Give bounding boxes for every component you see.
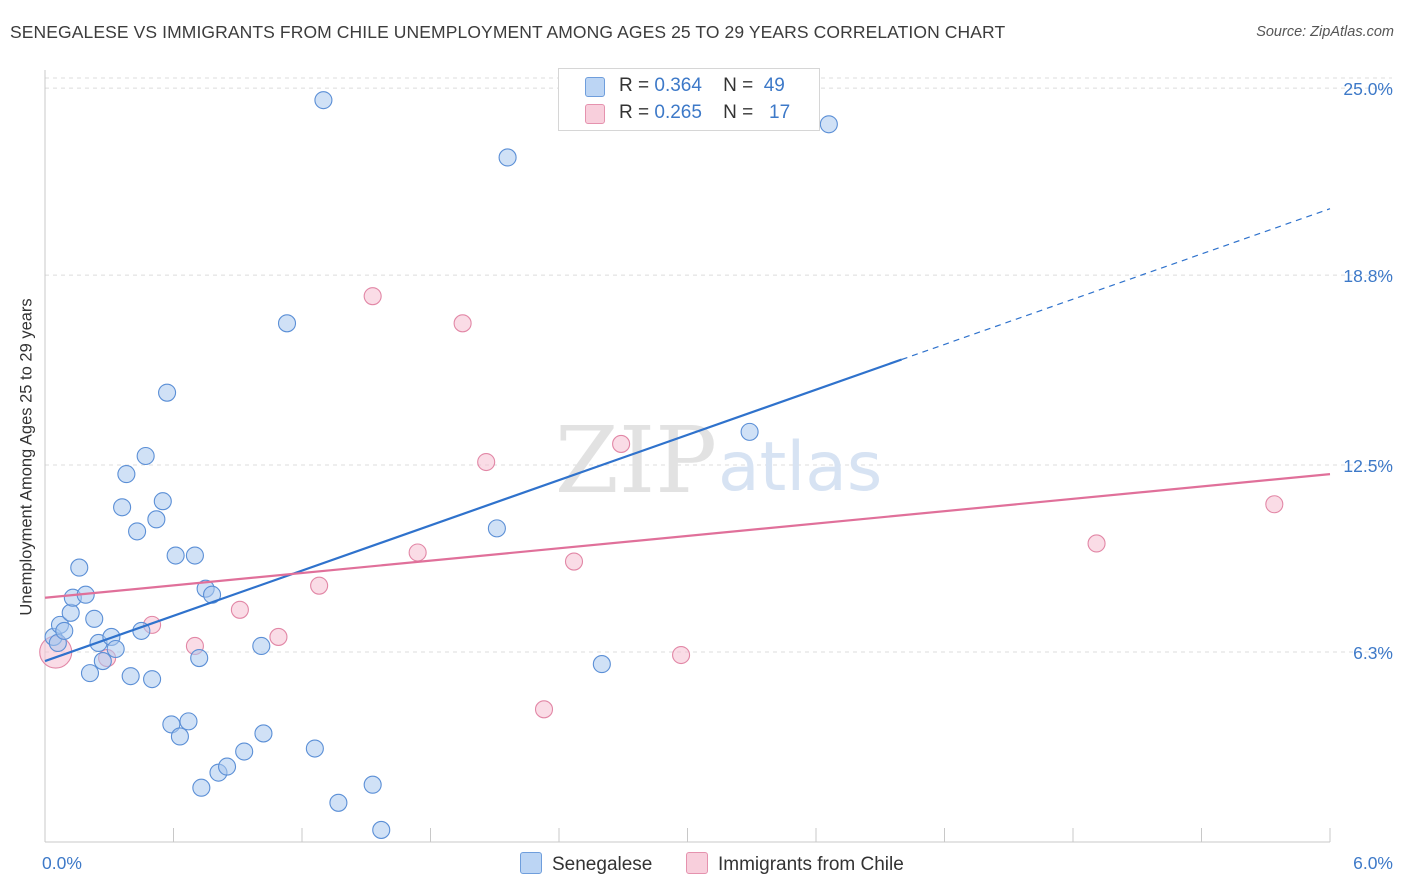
data-point-senegalese xyxy=(314,91,333,110)
watermark-zip: ZIP xyxy=(555,407,717,514)
chart-title: SENEGALESE VS IMMIGRANTS FROM CHILE UNEM… xyxy=(10,22,1006,42)
source-credit: Source: ZipAtlas.com xyxy=(1256,24,1394,40)
axes xyxy=(44,70,1331,843)
y-tick-label: 12.5% xyxy=(1343,456,1393,476)
trend-line-senegalese-extension xyxy=(901,208,1331,361)
data-point-chile xyxy=(564,552,584,571)
data-point-senegalese xyxy=(329,793,348,812)
data-point-senegalese xyxy=(190,648,209,668)
data-point-senegalese xyxy=(592,655,611,674)
r-value: 0.364 xyxy=(654,75,702,96)
data-point-senegalese xyxy=(61,603,80,622)
data-point-senegalese xyxy=(252,636,271,656)
data-point-chile xyxy=(477,452,496,472)
data-point-senegalese xyxy=(70,558,89,577)
legend-label: Senegalese xyxy=(552,854,653,875)
data-point-senegalese xyxy=(143,670,162,689)
correlation-legend: R = 0.364 N = 49 R = 0.265 N = 17 xyxy=(558,68,820,131)
n-value: 49 xyxy=(763,75,785,96)
x-tick-label: 6.0% xyxy=(1353,853,1393,873)
trend-line-chile xyxy=(44,472,1331,599)
legend-swatch-pink xyxy=(585,104,605,124)
data-point-senegalese xyxy=(113,498,132,517)
y-tick-label: 18.8% xyxy=(1343,266,1393,286)
legend-label: Immigrants from Chile xyxy=(718,854,904,875)
data-point-senegalese xyxy=(166,546,185,565)
data-point-senegalese xyxy=(117,465,136,484)
y-tick-label: 25.0% xyxy=(1343,79,1393,99)
data-point-senegalese xyxy=(106,639,125,659)
data-point-senegalese xyxy=(363,775,382,794)
data-point-senegalese xyxy=(55,621,74,640)
data-point-senegalese xyxy=(170,727,189,746)
legend-text: R = 0.265 N = 17 xyxy=(619,102,790,124)
data-point-senegalese xyxy=(80,664,100,683)
data-point-chile xyxy=(453,314,472,333)
gridlines xyxy=(45,77,1392,653)
legend-swatch-blue xyxy=(585,77,605,97)
data-point-chile xyxy=(1087,534,1106,553)
data-point-senegalese xyxy=(93,652,112,671)
data-point-chile xyxy=(612,434,631,453)
data-point-senegalese xyxy=(185,546,204,565)
n-label: N = xyxy=(723,75,754,96)
data-point-senegalese xyxy=(498,148,517,167)
n-value: 17 xyxy=(769,102,791,123)
trend-line-senegalese xyxy=(44,358,903,663)
y-tick-label: 6.3% xyxy=(1353,643,1393,663)
data-point-chile xyxy=(230,600,249,619)
data-point-chile xyxy=(1265,495,1284,514)
data-point-chile xyxy=(534,700,554,719)
legend-text: R = 0.364 N = 49 xyxy=(619,75,785,97)
data-point-senegalese xyxy=(277,314,297,333)
data-point-senegalese xyxy=(192,778,211,797)
data-point-senegalese xyxy=(305,739,324,758)
bottom-legend-chile: Immigrants from Chile xyxy=(686,852,904,876)
data-point-senegalese xyxy=(158,383,177,402)
data-point-senegalese xyxy=(153,492,172,511)
data-point-senegalese xyxy=(740,422,759,441)
r-label: R = xyxy=(619,102,650,123)
series-senegalese xyxy=(44,91,838,839)
watermark-atlas: atlas xyxy=(718,428,882,507)
data-point-senegalese xyxy=(128,522,147,541)
data-point-senegalese xyxy=(136,446,155,466)
data-point-chile xyxy=(269,627,288,646)
data-point-chile xyxy=(408,543,427,562)
data-point-chile xyxy=(363,287,382,306)
data-point-senegalese xyxy=(254,724,273,743)
data-point-senegalese xyxy=(819,115,838,134)
r-value: 0.265 xyxy=(654,102,702,123)
x-tick-label: 0.0% xyxy=(42,853,82,873)
data-point-senegalese xyxy=(121,667,140,686)
data-point-chile xyxy=(672,645,691,665)
data-point-senegalese xyxy=(235,742,254,761)
data-point-senegalese xyxy=(217,757,237,776)
watermark: ZIP atlas xyxy=(555,407,882,514)
legend-swatch-pink xyxy=(686,852,708,874)
data-point-chile xyxy=(310,576,329,595)
data-point-senegalese xyxy=(85,609,104,628)
data-point-senegalese xyxy=(147,510,166,529)
tick-labels: 6.3% 12.5% 18.8% 25.0% 0.0% 6.0% xyxy=(42,79,1393,873)
r-label: R = xyxy=(619,75,650,96)
bottom-legend-senegalese: Senegalese xyxy=(520,852,652,876)
data-point-senegalese xyxy=(179,712,198,731)
data-point-senegalese xyxy=(372,820,391,839)
legend-swatch-blue xyxy=(520,852,542,874)
trend-lines xyxy=(44,208,1331,663)
data-point-senegalese xyxy=(487,519,506,538)
n-label: N = xyxy=(723,102,754,123)
